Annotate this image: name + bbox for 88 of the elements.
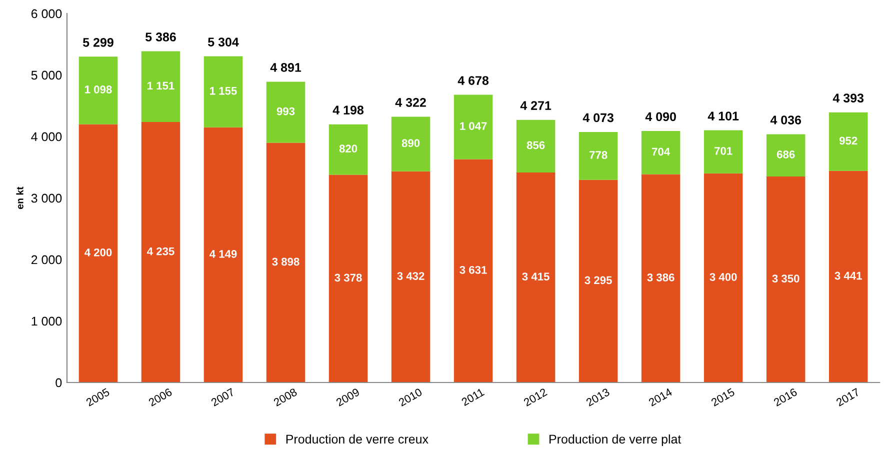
y-tick-label: 1 000 xyxy=(32,316,62,326)
bar xyxy=(578,132,618,180)
bar xyxy=(78,56,118,124)
bar xyxy=(454,94,493,160)
x-tick-label: 2013 xyxy=(586,388,610,407)
bar xyxy=(141,51,180,122)
data-label: 993 xyxy=(276,107,295,116)
data-label: 1 047 xyxy=(460,122,487,130)
y-axis-title: en kt xyxy=(16,186,24,209)
y-tick-label: 4 000 xyxy=(31,132,62,142)
data-label: 3 631 xyxy=(460,266,487,274)
data-label: 686 xyxy=(776,150,795,158)
data-label: 3 350 xyxy=(772,274,800,282)
bar xyxy=(204,127,243,382)
data-label: 4 200 xyxy=(84,248,112,256)
bar xyxy=(78,124,118,382)
x-tick-label: 2008 xyxy=(273,388,298,407)
x-tick-label: 2016 xyxy=(773,388,798,407)
bar xyxy=(766,134,806,176)
total-label: 5 304 xyxy=(208,38,239,46)
y-tick-label: 5 000 xyxy=(31,70,62,80)
total-label: 4 271 xyxy=(520,101,552,110)
data-label: 820 xyxy=(339,144,358,153)
x-tick-label: 2005 xyxy=(86,388,110,407)
total-label: 5 386 xyxy=(145,32,176,42)
total-label: 4 393 xyxy=(832,94,864,102)
bar xyxy=(704,130,743,174)
bar xyxy=(454,159,493,382)
x-tick-label: 2010 xyxy=(398,388,423,407)
x-tick-label: 2009 xyxy=(336,388,360,407)
bar xyxy=(641,130,680,174)
bar xyxy=(704,173,743,382)
x-tick-label: 2006 xyxy=(148,388,173,407)
data-label: 778 xyxy=(590,151,608,159)
data-label: 3 400 xyxy=(710,273,737,281)
data-label: 1 151 xyxy=(148,82,174,90)
x-tick-label: 2017 xyxy=(836,388,860,407)
bar xyxy=(204,56,243,128)
x-tick-label: 2014 xyxy=(648,388,673,407)
data-label: 4 235 xyxy=(147,247,174,256)
bar xyxy=(391,171,430,382)
bar xyxy=(516,172,556,382)
bar xyxy=(266,82,306,143)
y-tick-label: 6 000 xyxy=(31,9,62,18)
total-label: 4 073 xyxy=(582,113,614,122)
x-tick-label: 2012 xyxy=(523,388,548,407)
data-label: 704 xyxy=(652,148,670,156)
bar xyxy=(266,142,306,382)
bar xyxy=(828,170,868,382)
legend-label: Production de verre creux xyxy=(286,434,428,444)
data-label: 1 155 xyxy=(210,87,237,95)
bar xyxy=(516,120,556,172)
total-label: 4 036 xyxy=(770,116,802,124)
x-tick-label: 2015 xyxy=(710,388,736,407)
y-tick-label: 2 000 xyxy=(31,255,62,264)
total-label: 4 101 xyxy=(708,112,739,120)
data-label: 3 295 xyxy=(584,276,612,284)
bar xyxy=(578,180,618,382)
bar xyxy=(766,176,806,382)
x-tick-label: 2011 xyxy=(460,388,485,406)
data-label: 3 432 xyxy=(397,272,424,280)
data-label: 3 441 xyxy=(834,272,862,280)
data-label: 3 378 xyxy=(334,274,362,282)
bar xyxy=(328,124,368,175)
data-label: 1 098 xyxy=(85,86,112,94)
data-label: 3 898 xyxy=(272,258,300,266)
legend-label: Production de verre plat xyxy=(550,434,682,446)
data-label: 4 149 xyxy=(210,250,237,258)
y-tick-label: 3 000 xyxy=(31,194,62,203)
data-label: 952 xyxy=(839,136,858,145)
total-label: 4 322 xyxy=(395,98,426,107)
bar xyxy=(641,174,680,382)
data-label: 890 xyxy=(402,139,420,148)
y-tick-label: 0 xyxy=(56,378,62,388)
data-label: 701 xyxy=(714,146,732,155)
total-label: 4 891 xyxy=(270,63,302,72)
bar xyxy=(391,116,430,172)
bar xyxy=(141,122,180,382)
x-tick-label: 2007 xyxy=(210,388,235,407)
total-label: 5 299 xyxy=(82,38,114,47)
bar xyxy=(328,174,368,382)
total-label: 4 678 xyxy=(458,76,489,85)
data-label: 3 415 xyxy=(522,272,550,280)
total-label: 4 090 xyxy=(645,112,676,122)
total-label: 4 198 xyxy=(332,106,364,114)
data-label: 3 386 xyxy=(647,273,674,282)
data-label: 856 xyxy=(526,141,545,150)
bar xyxy=(828,112,868,171)
